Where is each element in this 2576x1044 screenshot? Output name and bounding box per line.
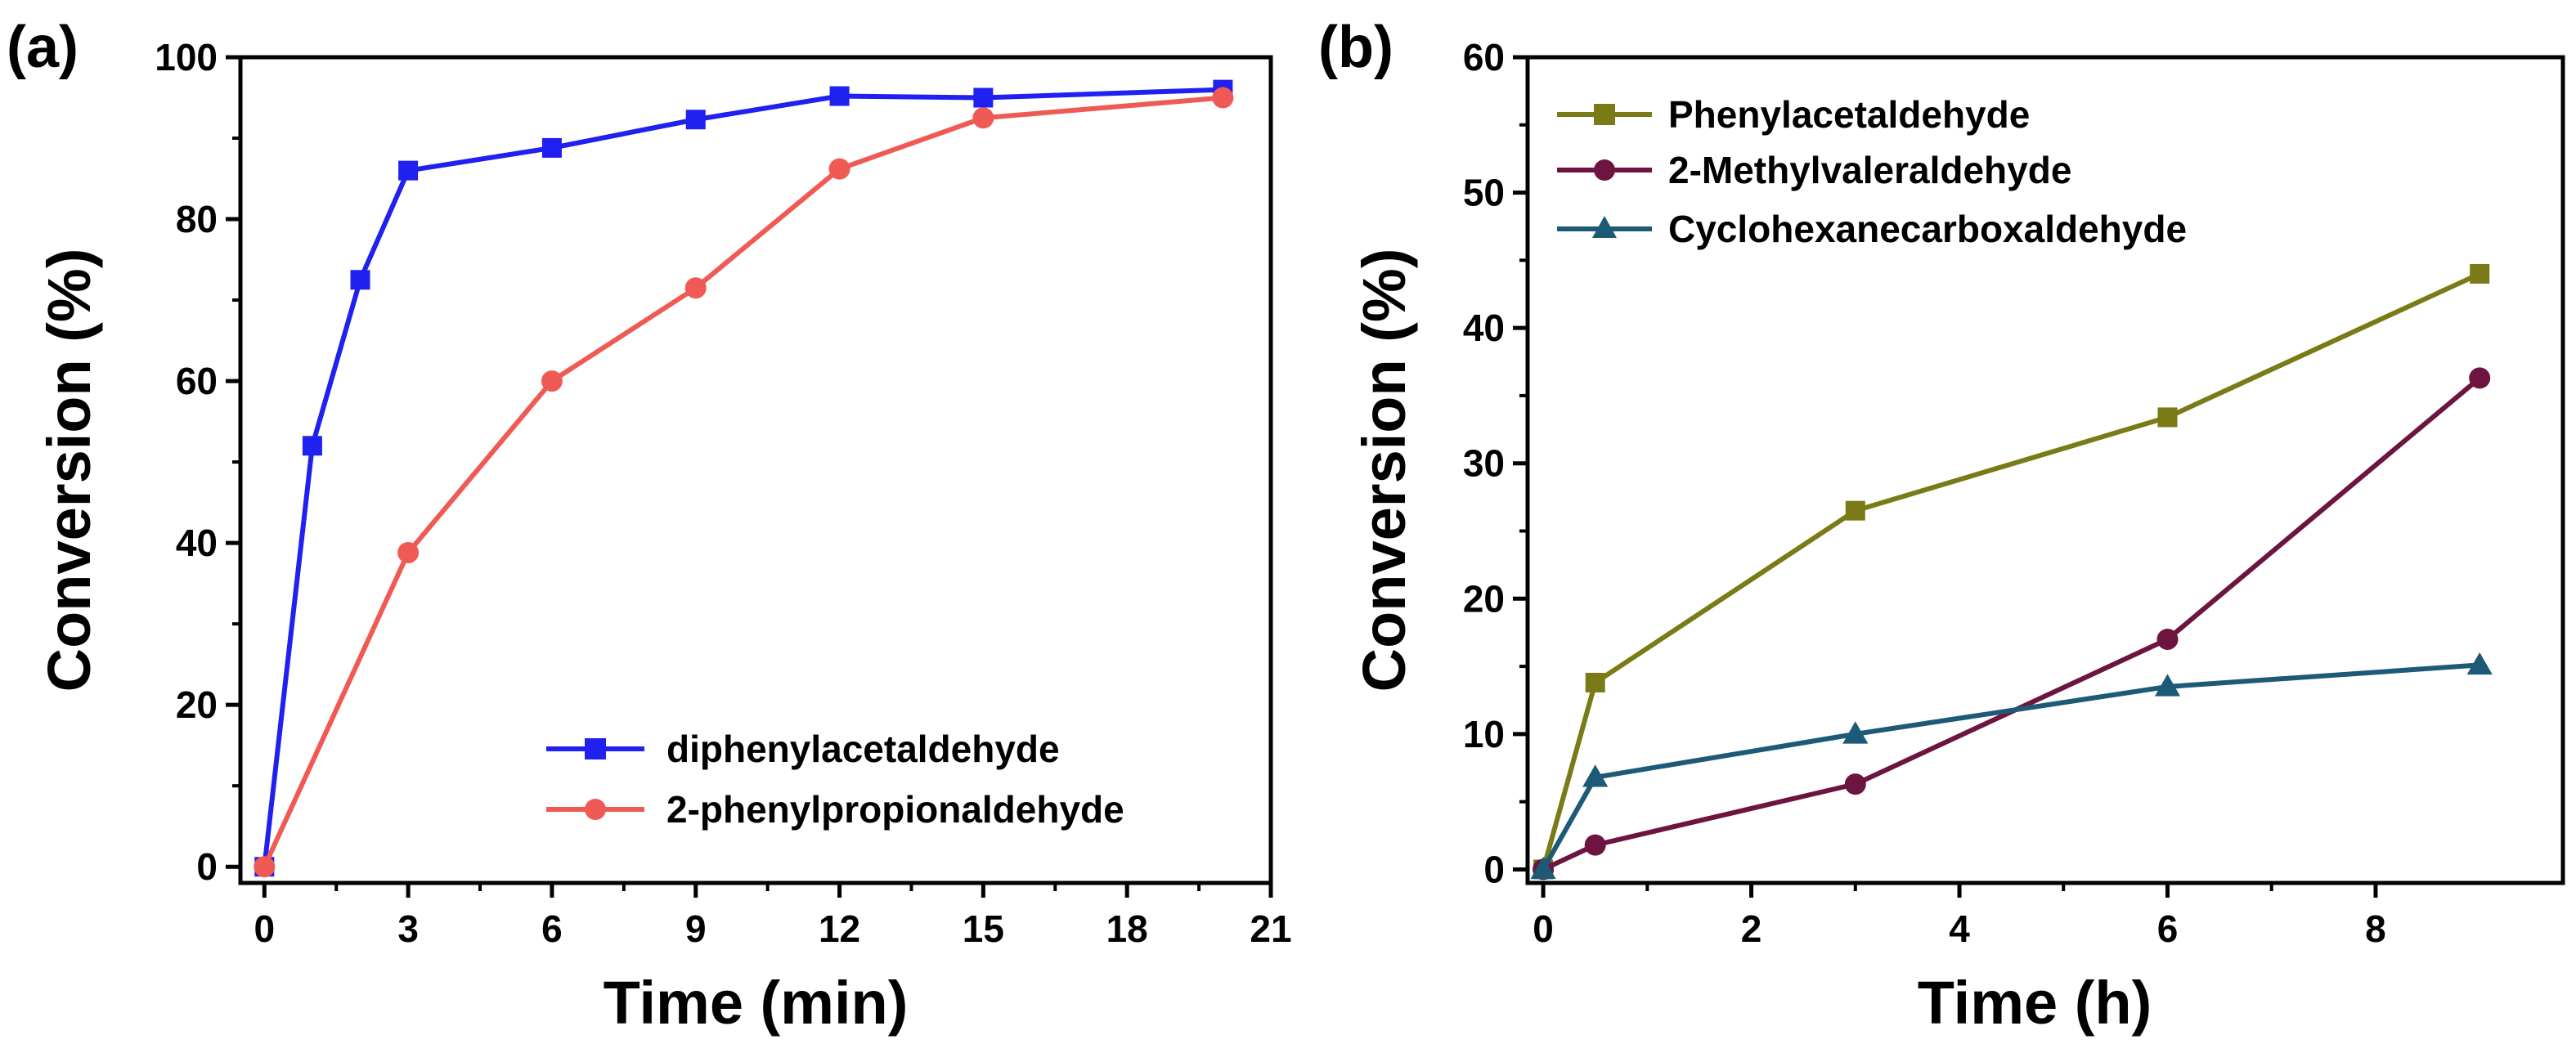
data-point-cyclohexanecarboxaldehyde: [1842, 721, 1869, 744]
panel-b-y-tick-label: 30: [1463, 442, 1505, 485]
panel-a-x-tick-label: 21: [1250, 907, 1291, 950]
panel-b-y-axis-title: Conversion (%): [1350, 249, 1418, 692]
panel-b-plot-frame: [1525, 55, 2565, 885]
panel-a-x-tick-label: 3: [397, 907, 419, 950]
data-point-cyclohexanecarboxaldehyde: [2466, 652, 2493, 675]
panel-b-legend: Phenylacetaldehyde 2-Methylvaleraldehyde…: [1557, 93, 2187, 250]
data-point-cyclohexanecarboxaldehyde: [2154, 674, 2181, 697]
panel-b-y-tick-label: 40: [1463, 307, 1505, 349]
data-point-diphenylacetaldehyde: [398, 160, 419, 181]
panel-b-y-tick-label: 10: [1463, 713, 1505, 755]
legend-label-2-methylvaleraldehyde: 2-Methylvaleraldehyde: [1668, 149, 2071, 191]
data-point-2-phenylpropionaldehyde: [254, 856, 276, 878]
data-point-2-phenylpropionaldehyde: [397, 542, 420, 563]
panel-b-x-tick-label: 0: [1533, 907, 1554, 950]
data-point-phenylacetaldehyde: [2470, 263, 2490, 284]
panel-a-legend: diphenylacetaldehyde 2-phenylpropionalde…: [546, 728, 1124, 831]
legend-marker-2-methylvaleraldehyde: [1594, 159, 1615, 181]
legend-label-phenylacetaldehyde: Phenylacetaldehyde: [1668, 93, 2030, 136]
panel-a-y-tick-label: 100: [155, 36, 218, 78]
panel-b-x-tick-label: 6: [2157, 907, 2179, 950]
data-point-diphenylacetaldehyde: [350, 270, 370, 290]
data-point-2-methylvaleraldehyde: [1584, 834, 1606, 856]
panel-b-x-axis-title: Time (h): [1918, 969, 2152, 1037]
data-point-phenylacetaldehyde: [1845, 500, 1865, 521]
data-point-2-methylvaleraldehyde: [1844, 773, 1866, 795]
data-point-2-phenylpropionaldehyde: [1212, 87, 1234, 109]
data-point-2-methylvaleraldehyde: [2156, 628, 2179, 650]
panel-b-y-tick-label: 60: [1463, 36, 1505, 78]
series-line-cyclohexanecarboxaldehyde: [1541, 662, 2480, 871]
panel-a-x-tick-label: 18: [1106, 907, 1148, 950]
data-point-cyclohexanecarboxaldehyde: [1530, 856, 1556, 880]
data-point-cyclohexanecarboxaldehyde: [1582, 764, 1609, 787]
legend-label-cyclohexanecarboxaldehyde: Cyclohexanecarboxaldehyde: [1668, 208, 2187, 250]
panel-a-plot-frame: [238, 55, 1273, 885]
panel-b-x-tick-label: 4: [1949, 907, 1970, 950]
data-point-2-phenylpropionaldehyde: [972, 107, 994, 129]
panel-a-x-tick-label: 15: [963, 907, 1004, 950]
panel-a-x-tick-label: 0: [254, 907, 276, 950]
panel-b-y-tick-label: 0: [1483, 848, 1505, 890]
data-point-diphenylacetaldehyde: [685, 110, 706, 130]
data-point-2-phenylpropionaldehyde: [684, 277, 707, 299]
panel-a-y-tick-label: 0: [196, 845, 218, 888]
data-point-2-phenylpropionaldehyde: [541, 370, 563, 392]
panel-a-y-tick-label: 40: [176, 522, 218, 564]
data-point-diphenylacetaldehyde: [302, 436, 322, 456]
panel-a-x-tick-label: 9: [685, 907, 707, 950]
legend-marker-2-phenylpropionaldehyde: [585, 799, 606, 820]
panel-b-ticks: 0 2 4 6 8 0 10 20 30 40 50 60: [1463, 36, 2386, 950]
panel-a-label: (a): [7, 15, 79, 80]
data-point-diphenylacetaldehyde: [829, 86, 850, 106]
panel-a-x-tick-label: 12: [819, 907, 860, 950]
data-point-phenylacetaldehyde: [1585, 672, 1605, 692]
panel-b-series: [1530, 263, 2493, 880]
legend-label-2-phenylpropionaldehyde: 2-phenylpropionaldehyde: [666, 788, 1124, 831]
panel-a-series: [254, 79, 1234, 878]
panel-b-x-tick-label: 2: [1741, 907, 1762, 950]
data-point-phenylacetaldehyde: [2157, 407, 2178, 428]
panel-a-y-axis-title: Conversion (%): [35, 249, 103, 692]
legend-label-diphenylacetaldehyde: diphenylacetaldehyde: [666, 728, 1060, 770]
panel-b-y-tick-label: 50: [1463, 172, 1505, 214]
data-point-2-phenylpropionaldehyde: [828, 158, 850, 180]
panel-b-x-tick-label: 8: [2365, 907, 2386, 950]
data-point-diphenylacetaldehyde: [973, 87, 994, 108]
legend-marker-cyclohexanecarboxaldehyde: [1592, 216, 1617, 238]
data-point-diphenylacetaldehyde: [541, 137, 562, 158]
panel-b-label: (b): [1318, 15, 1393, 80]
panel-a-x-axis-title: Time (min): [604, 969, 909, 1037]
data-point-2-methylvaleraldehyde: [2469, 367, 2491, 389]
panel-a-ticks: 0 3 6 9 12 15 18 21 0 20 40 60 80 100: [155, 36, 1291, 950]
panel-a-y-tick-label: 60: [176, 360, 218, 402]
series-line-phenylacetaldehyde: [1541, 271, 2481, 871]
panel-a-y-tick-label: 80: [176, 198, 218, 240]
panel-b-y-tick-label: 20: [1463, 577, 1505, 620]
legend-marker-phenylacetaldehyde: [1594, 104, 1615, 125]
panel-a-x-tick-label: 6: [541, 907, 563, 950]
panel-a-y-tick-label: 20: [176, 683, 218, 726]
legend-marker-diphenylacetaldehyde: [585, 738, 606, 759]
panel-b: (b) 0 2 4 6 8 0 10 20 30 40 50 60 Time (h) Conversi…: [1318, 15, 2565, 1037]
